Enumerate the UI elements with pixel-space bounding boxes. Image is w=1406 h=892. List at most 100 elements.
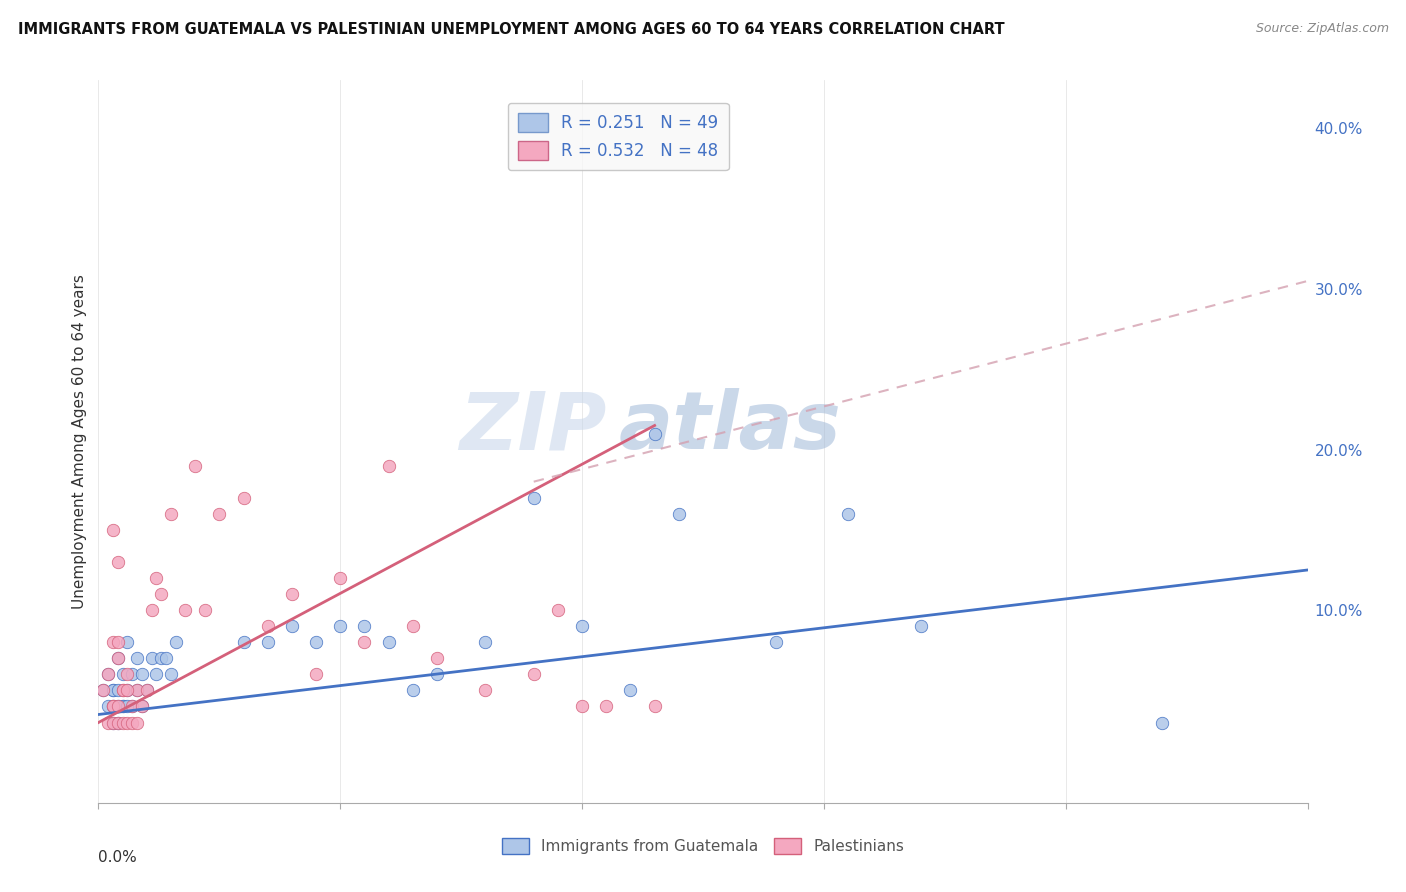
Point — [402, 683, 425, 698]
Point — [145, 667, 167, 681]
Point — [101, 683, 124, 698]
Point — [523, 667, 546, 681]
Point — [101, 699, 124, 714]
Point — [117, 715, 139, 730]
Point — [281, 587, 304, 601]
Text: atlas: atlas — [619, 388, 841, 467]
Point — [107, 651, 129, 665]
Point — [150, 651, 173, 665]
Point — [97, 699, 120, 714]
Point — [523, 491, 546, 505]
Point — [111, 699, 134, 714]
Point — [353, 635, 375, 649]
Point — [107, 715, 129, 730]
Point — [256, 635, 278, 649]
Text: IMMIGRANTS FROM GUATEMALA VS PALESTINIAN UNEMPLOYMENT AMONG AGES 60 TO 64 YEARS : IMMIGRANTS FROM GUATEMALA VS PALESTINIAN… — [18, 22, 1005, 37]
Point — [111, 667, 134, 681]
Point — [232, 491, 254, 505]
Point — [571, 699, 593, 714]
Point — [150, 587, 173, 601]
Point — [117, 635, 139, 649]
Point — [111, 683, 134, 698]
Point — [174, 603, 197, 617]
Text: Source: ZipAtlas.com: Source: ZipAtlas.com — [1256, 22, 1389, 36]
Point — [101, 715, 124, 730]
Text: ZIP: ZIP — [458, 388, 606, 467]
Point — [131, 699, 153, 714]
Point — [107, 651, 129, 665]
Point — [644, 426, 666, 441]
Point — [619, 683, 641, 698]
Point — [837, 507, 859, 521]
Point — [135, 683, 157, 698]
Point — [426, 667, 449, 681]
Point — [910, 619, 932, 633]
Point — [256, 619, 278, 633]
Point — [127, 683, 149, 698]
Point — [91, 683, 114, 698]
Point — [377, 635, 399, 649]
Point — [101, 635, 124, 649]
Y-axis label: Unemployment Among Ages 60 to 64 years: Unemployment Among Ages 60 to 64 years — [72, 274, 87, 609]
Point — [571, 619, 593, 633]
Point — [107, 715, 129, 730]
Point — [107, 555, 129, 569]
Point — [377, 458, 399, 473]
Point — [101, 523, 124, 537]
Point — [121, 667, 143, 681]
Point — [232, 635, 254, 649]
Point — [111, 683, 134, 698]
Point — [353, 619, 375, 633]
Point — [474, 635, 496, 649]
Point — [305, 667, 328, 681]
Point — [121, 699, 143, 714]
Point — [107, 683, 129, 698]
Point — [765, 635, 787, 649]
Point — [121, 715, 143, 730]
Point — [329, 571, 352, 585]
Legend: Immigrants from Guatemala, Palestinians: Immigrants from Guatemala, Palestinians — [495, 832, 911, 860]
Point — [121, 699, 143, 714]
Point — [141, 603, 163, 617]
Point — [1152, 715, 1174, 730]
Point — [305, 635, 328, 649]
Point — [644, 699, 666, 714]
Point — [281, 619, 304, 633]
Point — [107, 699, 129, 714]
Point — [160, 667, 183, 681]
Point — [141, 651, 163, 665]
Point — [97, 667, 120, 681]
Point — [101, 715, 124, 730]
Point — [107, 635, 129, 649]
Point — [595, 699, 617, 714]
Point — [160, 507, 183, 521]
Point — [101, 683, 124, 698]
Point — [474, 683, 496, 698]
Point — [117, 683, 139, 698]
Point — [194, 603, 217, 617]
Text: 0.0%: 0.0% — [98, 850, 138, 864]
Point — [402, 619, 425, 633]
Point — [97, 715, 120, 730]
Point — [127, 683, 149, 698]
Point — [426, 651, 449, 665]
Point — [145, 571, 167, 585]
Point — [101, 699, 124, 714]
Point — [107, 699, 129, 714]
Point — [127, 651, 149, 665]
Point — [329, 619, 352, 633]
Point — [131, 667, 153, 681]
Point — [101, 699, 124, 714]
Point — [97, 667, 120, 681]
Point — [155, 651, 177, 665]
Point — [111, 699, 134, 714]
Point — [208, 507, 231, 521]
Point — [184, 458, 207, 473]
Point — [111, 715, 134, 730]
Point — [668, 507, 690, 521]
Point — [91, 683, 114, 698]
Point — [117, 683, 139, 698]
Point — [117, 699, 139, 714]
Point — [547, 603, 569, 617]
Point — [131, 699, 153, 714]
